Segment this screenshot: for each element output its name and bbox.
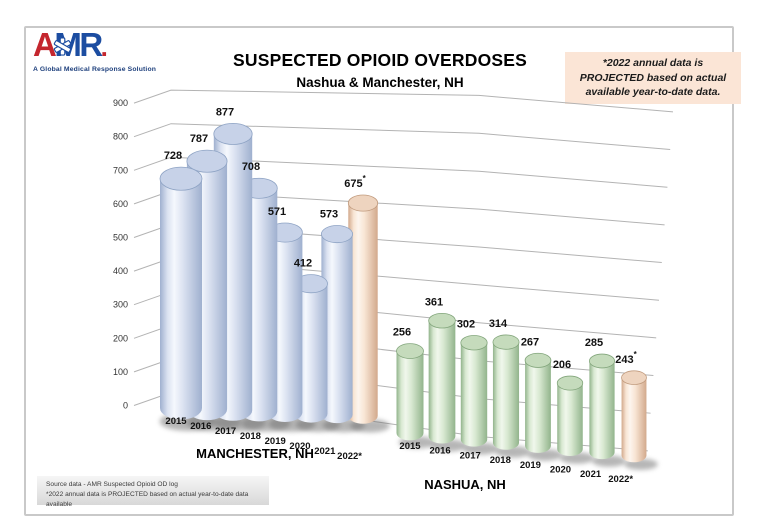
y-axis-tick-100: 100 [113, 367, 128, 377]
bar-manchester-nh2015 [159, 166, 203, 420]
y-axis-tick-400: 400 [113, 266, 128, 276]
category-label: 2018 [240, 431, 261, 442]
bar-nashua-nh2017 [460, 335, 488, 447]
y-axis-tick-900: 900 [113, 98, 128, 108]
bar-nashua-nh2020 [556, 375, 584, 457]
page-border [24, 26, 734, 516]
value-label: 314 [489, 318, 508, 330]
category-label: 2021 [314, 446, 336, 457]
category-label: 2018 [490, 455, 511, 466]
title-block: SUSPECTED OPIOID OVERDOSES Nashua & Manc… [180, 50, 580, 90]
y-axis-tick-0: 0 [123, 401, 128, 411]
bar-manchester-nh2021 [320, 225, 353, 424]
y-axis-tick-700: 700 [113, 165, 128, 175]
bar-nashua-nh2019 [524, 352, 552, 453]
category-label: 2017 [460, 450, 481, 461]
gridline-600 [133, 190, 665, 226]
gridline-900 [133, 89, 674, 113]
star-of-life-icon [53, 37, 72, 56]
category-label: 2020 [550, 465, 571, 476]
gridline-700 [133, 156, 668, 188]
category-label: 2015 [165, 416, 187, 427]
category-label: 2022* [337, 451, 362, 462]
chart-title: SUSPECTED OPIOID OVERDOSES [232, 50, 527, 70]
category-label: 2022* [608, 474, 633, 485]
value-label: 787 [190, 133, 208, 145]
y-axis-tick-500: 500 [113, 233, 128, 243]
bar-manchester-nh2022 [347, 194, 379, 424]
value-label: 267 [521, 336, 539, 348]
value-label: 412 [294, 258, 312, 270]
bar-nashua-nh2021 [589, 353, 616, 460]
bar-nashua-nh2015 [396, 343, 424, 441]
category-label: 2021 [580, 469, 602, 480]
value-label: 877 [216, 106, 234, 118]
bar-nashua-nh2016 [428, 312, 456, 444]
category-label: 2015 [399, 441, 421, 452]
bar-nashua-nh2022 [621, 370, 647, 463]
value-label: 256 [393, 327, 411, 339]
value-label: 361 [425, 296, 443, 308]
y-axis-tick-300: 300 [113, 300, 128, 310]
value-label: 728 [164, 150, 182, 162]
source-note: Source data - AMR Suspected Opioid OD lo… [37, 476, 269, 508]
logo-letter-a: A [33, 26, 57, 63]
logo-period: . [100, 32, 108, 62]
value-label: 243* [615, 350, 637, 366]
category-label: 2016 [190, 421, 211, 432]
value-label: 708 [242, 161, 260, 173]
source-note-line1: Source data - AMR Suspected Opioid OD lo… [46, 481, 178, 488]
y-axis-tick-200: 200 [113, 333, 128, 343]
category-label: 2016 [430, 446, 451, 457]
bar-nashua-nh2018 [492, 334, 520, 450]
value-label: 573 [320, 209, 338, 221]
bar-manchester-nh2020 [294, 274, 328, 423]
value-label: 206 [553, 359, 571, 371]
value-label: 571 [268, 206, 286, 218]
gridline-800 [133, 123, 671, 151]
category-label: 2019 [265, 436, 286, 447]
amr-logo-word: AMR. [33, 28, 173, 62]
category-label: 2020 [289, 441, 310, 452]
value-label: 675* [344, 174, 366, 190]
value-label: 302 [457, 319, 475, 331]
logo-tagline: A Global Medical Response Solution [33, 66, 157, 73]
y-axis-tick-600: 600 [113, 199, 128, 209]
projection-note: *2022 annual data is PROJECTED based on … [565, 52, 741, 104]
series-label-manchester: MANCHESTER, NH [196, 446, 314, 461]
category-label: 2019 [520, 460, 541, 471]
amr-logo: AMR. A Global Medical Response Solution [33, 28, 173, 73]
value-label: 285 [585, 337, 603, 349]
chart-subtitle: Nashua & Manchester, NH [296, 75, 464, 90]
y-axis-tick-800: 800 [113, 132, 128, 142]
source-note-line2: *2022 annual data is PROJECTED based on … [46, 491, 249, 509]
series-label-nashua: NASHUA, NH [424, 477, 506, 492]
category-label: 2017 [215, 426, 236, 437]
